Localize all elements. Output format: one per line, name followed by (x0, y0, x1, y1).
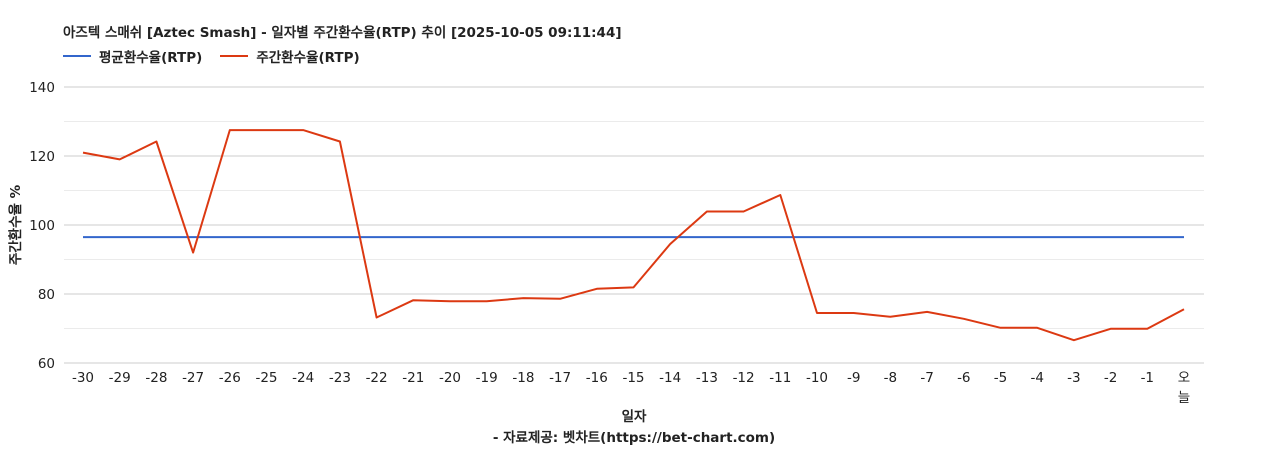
chart-footer: - 자료제공: 벳차트(https://bet-chart.com) (493, 429, 775, 446)
legend-item-weekly[interactable]: 주간환수율(RTP) (220, 46, 360, 66)
x-tick-label: -11 (769, 370, 791, 386)
legend-label-weekly: 주간환수율(RTP) (256, 50, 360, 66)
x-tick-label: -30 (72, 370, 94, 386)
x-tick-label: -20 (439, 370, 461, 386)
x-axis-title: 일자 (622, 409, 647, 425)
series-line-weekly (82, 129, 1185, 342)
y-tick-label: 140 (29, 80, 55, 96)
x-tick-label: -7 (920, 370, 933, 386)
x-tick-label: -23 (329, 370, 351, 386)
x-tick-label: 늘 (1178, 390, 1190, 406)
x-tick-label: -21 (402, 370, 424, 386)
x-tick-label: -18 (512, 370, 534, 386)
x-tick-label: -28 (145, 370, 167, 386)
x-tick-label: -6 (957, 370, 970, 386)
legend-item-average[interactable]: 평균환수율(RTP) (63, 46, 202, 66)
x-tick-label: -14 (659, 370, 681, 386)
x-tick-label: -15 (622, 370, 644, 386)
x-tick-label: -26 (219, 370, 241, 386)
x-tick-label: -24 (292, 370, 314, 386)
y-tick-label: 100 (29, 218, 55, 234)
legend-label-average: 평균환수율(RTP) (99, 50, 203, 66)
x-tick-label: -25 (255, 370, 277, 386)
x-tick-label: -29 (109, 370, 131, 386)
x-tick-label: -9 (847, 370, 860, 386)
chart-legend: 평균환수율(RTP) 주간환수율(RTP) (63, 46, 378, 66)
x-tick-label: -5 (994, 370, 1007, 386)
y-tick-label: 60 (38, 356, 55, 372)
y-tick-label: 120 (29, 149, 55, 165)
x-tick-label: -27 (182, 370, 204, 386)
x-tick-label: -17 (549, 370, 571, 386)
x-tick-label: 오 (1178, 370, 1190, 386)
legend-swatch-average (63, 55, 91, 57)
chart-title: 아즈텍 스매쉬 [Aztec Smash] - 일자별 주간환수율(RTP) 추… (63, 25, 622, 41)
x-tick-label: -13 (696, 370, 718, 386)
x-tick-label: -8 (884, 370, 897, 386)
x-tick-label: -2 (1104, 370, 1117, 386)
x-tick-label: -16 (586, 370, 608, 386)
x-tick-label: -12 (733, 370, 755, 386)
legend-swatch-weekly (220, 55, 249, 57)
x-tick-label: -3 (1067, 370, 1080, 386)
x-tick-label: -1 (1141, 370, 1154, 386)
x-tick-label: -19 (476, 370, 498, 386)
x-tick-label: -10 (806, 370, 828, 386)
x-tick-label: -22 (366, 370, 388, 386)
y-tick-label: 80 (38, 287, 55, 303)
x-tick-label: -4 (1030, 370, 1043, 386)
y-axis-title: 주간환수율 % (7, 184, 24, 265)
